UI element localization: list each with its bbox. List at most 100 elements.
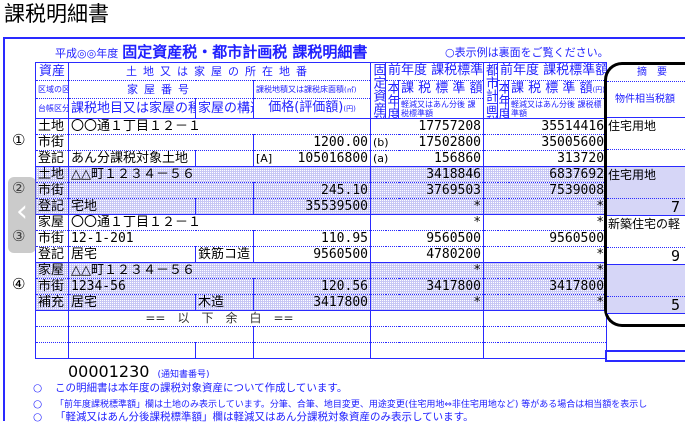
bullet: ○ xyxy=(33,382,43,394)
header-fixed-this-year: 本年度 xyxy=(385,80,399,119)
note-1: ○ この明細書は本年度の課税対象資産について作成しています。 xyxy=(33,380,347,395)
header-fixed-prev: 前年度 課税標準額(円) xyxy=(384,62,485,81)
remarks-item-2: 住宅用地 7 xyxy=(607,167,685,216)
blank-row xyxy=(35,326,608,343)
tax-detail-table: 資産 土地又は家屋の所在地番 固定資産税 前年度 課税標準額(円) 都市計画税 … xyxy=(35,62,608,359)
blank-row xyxy=(35,342,608,359)
header-asset: 資産 xyxy=(35,62,69,81)
header-price: 価格(評価額)(円) xyxy=(253,98,371,119)
form-year: 平成◎◎年度 xyxy=(55,47,119,60)
fixed-prev-base: * xyxy=(369,262,485,279)
remarks-text xyxy=(607,281,685,297)
category: 居宅 xyxy=(68,246,196,263)
fixed-prev-base: 17757208 xyxy=(369,118,485,135)
blank-cell xyxy=(68,326,254,343)
asset-type: 家屋 xyxy=(35,262,69,279)
house-no xyxy=(68,182,254,199)
structure xyxy=(195,198,254,215)
address: 〇〇通１丁目１２－１ xyxy=(68,118,371,135)
city-prev-base: 35514416 xyxy=(483,118,608,135)
item-3-line-3: 登記 居宅 鉄筋コ造 9560500 4780200 * xyxy=(35,246,608,263)
blank-marker: == 以 下 余 白 == xyxy=(68,310,371,327)
ledger: 登記 xyxy=(35,246,69,263)
item-number: ③ xyxy=(12,227,26,245)
header-city-prev: 前年度 課税標準額(円) xyxy=(497,62,608,81)
remarks-amount: 5 xyxy=(671,296,681,314)
fixed-cur-base: (b) 17502800 xyxy=(369,134,485,151)
fixed-prev-base: * xyxy=(369,214,485,231)
remarks-item-1: 住宅用地 xyxy=(607,118,685,167)
chevron-left-icon: ‹ xyxy=(16,194,28,229)
item-number: ① xyxy=(12,131,26,149)
zone: 市街 xyxy=(35,182,69,199)
city-reduced-base: * xyxy=(483,246,608,263)
header-area: 課税地積又は課税床面積(㎡) xyxy=(253,80,371,99)
value: 105016800 xyxy=(297,151,368,167)
form-frame xyxy=(3,37,685,421)
remarks-text xyxy=(607,265,685,281)
note-text: この明細書は本年度の課税対象資産について作成しています。 xyxy=(55,382,348,394)
structure: 鉄筋コ造 xyxy=(195,246,254,263)
item-4-line-1: 家屋 △△町１２３４－５６ * * xyxy=(35,262,608,279)
item-number: ② xyxy=(12,179,26,197)
blank-cell xyxy=(369,342,485,359)
item-4-line-3: 補充 居宅 木造 3417800 * * xyxy=(35,294,608,311)
blank-cell xyxy=(35,326,69,343)
zone: 市街 xyxy=(35,278,69,295)
price: 35539500 xyxy=(253,198,371,215)
structure: 木造 xyxy=(195,294,254,311)
fixed-reduced-base: * xyxy=(369,294,485,311)
area: 245.10 xyxy=(253,182,371,199)
header-price-label: 価格(評価額) xyxy=(268,100,344,115)
blank-cell xyxy=(35,310,69,327)
city-prev-base: 6837692 xyxy=(483,166,608,183)
mark: (a) xyxy=(373,152,389,165)
fixed-cur-base: 9560500 xyxy=(369,230,485,247)
header-city-reduced: 軽減又はあん分後 課税標準額 xyxy=(508,98,608,119)
header-city-prev-label: 前年度 課税標準額 xyxy=(500,63,607,79)
fixed-prev-base: 3418846 xyxy=(369,166,485,183)
header-fixed-reduced: 軽減又はあん分後 課税標準額 xyxy=(397,98,485,119)
house-no: 12-1-201 xyxy=(68,230,254,247)
blank-cell xyxy=(369,326,485,343)
item-3-line-2: 市街 12-1-201 110.95 9560500 9560500 xyxy=(35,230,608,247)
blank-cell xyxy=(253,342,371,359)
blank-cell xyxy=(369,310,485,327)
remarks-item-4: 5 xyxy=(607,265,685,314)
header-fixed-cur-label: 課 税 標 準 額 xyxy=(401,81,483,97)
bullet: ○ xyxy=(33,411,43,423)
header-fixed-tax: 固定資産税 xyxy=(370,62,386,119)
notice-number-value: 00001230 xyxy=(68,362,150,381)
area-unit: (㎡) xyxy=(344,85,357,94)
item-2-line-3: 登記 宅地 35539500 * * xyxy=(35,198,608,215)
header-ledger: 台帳区分 xyxy=(35,98,69,119)
zone: 市街 xyxy=(35,134,69,151)
remarks-text: 住宅用地 xyxy=(608,168,657,182)
header-location: 土地又は家屋の所在地番 xyxy=(68,62,371,81)
remarks-text xyxy=(607,134,685,150)
city-prev-base: * xyxy=(483,214,608,231)
fixed-reduced-base: * xyxy=(369,198,485,215)
remarks-text xyxy=(607,183,685,199)
fixed-reduced-base: (a) 156860 xyxy=(369,150,485,167)
notice-number-caption: (通知書番号) xyxy=(157,370,210,380)
form-title-text: 固定資産税・都市計画税 課税明細書 xyxy=(122,43,368,61)
bullet: ○ xyxy=(33,398,43,410)
blank-cell xyxy=(483,310,608,327)
zone: 市街 xyxy=(35,230,69,247)
fixed-cur-base: 3769503 xyxy=(369,182,485,199)
yen-unit: (円) xyxy=(343,105,356,113)
back-note: ○表示例は裏面をご覧ください。 xyxy=(445,46,609,59)
city-cur-base: 7539008 xyxy=(483,182,608,199)
previous-button[interactable]: ‹ xyxy=(8,177,36,253)
header-city-cur-label: 課 税 標 準 額 xyxy=(511,81,593,97)
yen-unit: (円) xyxy=(592,86,606,94)
blank-cell xyxy=(35,342,69,359)
city-prev-base: * xyxy=(483,262,608,279)
blank-cell xyxy=(195,342,254,359)
page-heading: 課税明細書 xyxy=(4,2,109,26)
notice-number: 00001230 (通知書番号) xyxy=(68,362,209,381)
remarks-header: 摘 要 xyxy=(607,65,685,82)
address: △△町１２３４－５６ xyxy=(68,166,371,183)
note-text: 「前年度課税標準額」欄は土地のみ表示しています。分筆、合筆、地目変更、用途変更(… xyxy=(55,400,648,410)
